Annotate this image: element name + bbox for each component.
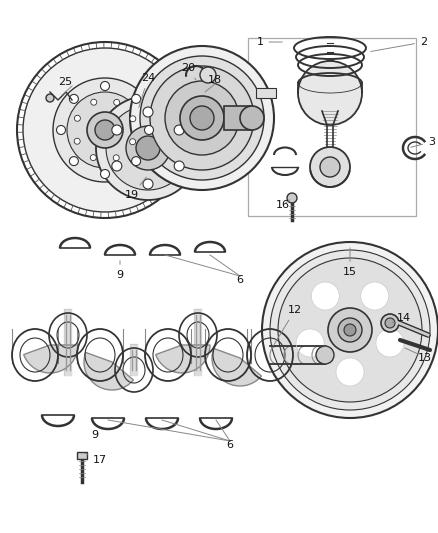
Circle shape [360, 282, 389, 310]
Text: 20: 20 [181, 63, 196, 80]
Circle shape [298, 61, 362, 125]
Bar [248, 38, 416, 216]
Circle shape [90, 155, 96, 160]
Circle shape [320, 157, 340, 177]
Circle shape [180, 96, 224, 140]
Circle shape [174, 161, 184, 171]
Text: 15: 15 [343, 248, 357, 277]
Circle shape [200, 67, 216, 83]
Circle shape [262, 242, 438, 418]
Circle shape [143, 107, 153, 117]
Text: 24: 24 [139, 73, 155, 107]
Circle shape [381, 314, 399, 332]
Circle shape [130, 139, 136, 145]
Text: 9: 9 [92, 430, 99, 440]
Text: 13: 13 [418, 353, 432, 363]
Text: 18: 18 [208, 75, 222, 85]
Text: 17: 17 [85, 453, 107, 465]
Wedge shape [24, 345, 78, 373]
Circle shape [106, 106, 190, 190]
Bar [77, 452, 87, 459]
Text: 1: 1 [257, 37, 282, 47]
Wedge shape [212, 349, 261, 386]
Circle shape [100, 82, 110, 91]
Circle shape [140, 56, 264, 180]
Circle shape [344, 324, 356, 336]
Circle shape [278, 258, 422, 402]
Circle shape [240, 106, 264, 130]
Circle shape [316, 346, 334, 364]
Text: 25: 25 [58, 77, 72, 87]
Wedge shape [84, 352, 134, 390]
Circle shape [130, 116, 136, 122]
Circle shape [46, 94, 54, 102]
Circle shape [336, 358, 364, 386]
Circle shape [69, 157, 78, 166]
Circle shape [69, 94, 78, 103]
Circle shape [74, 138, 80, 144]
Bar [256, 88, 276, 98]
Circle shape [376, 329, 404, 357]
Circle shape [311, 282, 339, 310]
Circle shape [53, 78, 157, 182]
Circle shape [130, 46, 274, 190]
Circle shape [113, 155, 119, 161]
Circle shape [136, 136, 160, 160]
Circle shape [385, 318, 395, 328]
Text: 16: 16 [276, 200, 290, 210]
Circle shape [95, 120, 115, 140]
Circle shape [328, 308, 372, 352]
Circle shape [131, 94, 141, 103]
Circle shape [87, 112, 123, 148]
Circle shape [143, 179, 153, 189]
Bar [224, 106, 252, 130]
Text: 2: 2 [371, 37, 427, 52]
Text: 6: 6 [237, 275, 244, 285]
Text: 3: 3 [411, 137, 435, 147]
Text: 9: 9 [117, 261, 124, 280]
Circle shape [296, 329, 324, 357]
Circle shape [165, 81, 239, 155]
Circle shape [126, 126, 170, 170]
Circle shape [96, 96, 200, 200]
Text: 14: 14 [392, 313, 411, 323]
Circle shape [287, 193, 297, 203]
Circle shape [100, 169, 110, 179]
Circle shape [57, 125, 66, 134]
Circle shape [270, 250, 430, 410]
Circle shape [91, 99, 97, 105]
Circle shape [114, 99, 120, 106]
Text: 6: 6 [226, 440, 233, 450]
Wedge shape [155, 345, 210, 373]
Circle shape [310, 147, 350, 187]
Text: 12: 12 [273, 305, 302, 345]
Circle shape [190, 106, 214, 130]
Circle shape [131, 157, 141, 166]
Circle shape [74, 115, 81, 122]
Circle shape [67, 92, 143, 168]
Circle shape [145, 125, 153, 134]
Circle shape [112, 125, 122, 135]
Text: 19: 19 [125, 177, 146, 200]
Circle shape [150, 66, 254, 170]
Circle shape [338, 318, 362, 342]
Circle shape [174, 125, 184, 135]
Circle shape [112, 161, 122, 171]
Circle shape [23, 48, 187, 212]
